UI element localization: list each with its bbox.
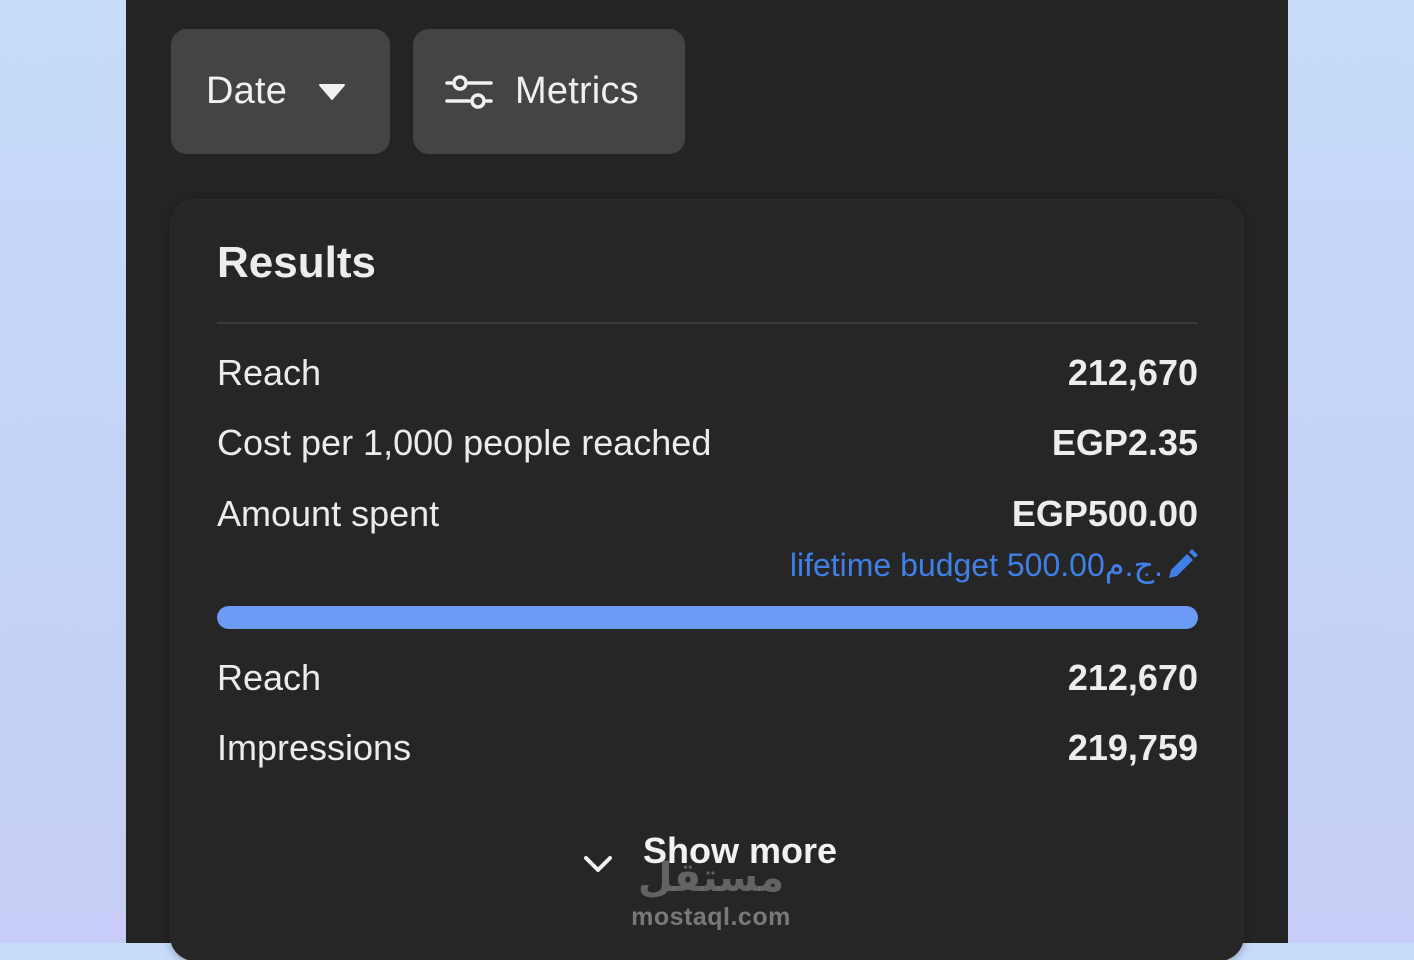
- results-title: Results: [217, 238, 376, 287]
- budget-progress-bar: [217, 606, 1198, 629]
- metric-value: EGP2.35: [1051, 422, 1198, 463]
- metric-label: Amount spent: [217, 493, 440, 534]
- metric-value: 212,670: [1067, 657, 1198, 698]
- watermark-text: mostaql.com: [631, 903, 791, 931]
- show-more-button[interactable]: Show more: [583, 830, 837, 872]
- metric-row-impressions: Impressions 219,759: [217, 727, 1198, 769]
- metric-value: EGP500.00: [1011, 493, 1198, 534]
- results-card: Results Reach 212,670 Cost per 1,000 peo…: [171, 200, 1243, 960]
- metric-row-cost-per-1000: Cost per 1,000 people reached EGP2.35: [217, 422, 1198, 464]
- metric-value: 219,759: [1067, 727, 1198, 768]
- pencil-icon: [1165, 548, 1199, 582]
- metric-label: Reach: [217, 657, 322, 698]
- metric-label: Cost per 1,000 people reached: [217, 422, 712, 463]
- metric-label: Impressions: [217, 727, 412, 768]
- metrics-label: Metrics: [515, 70, 639, 112]
- date-filter-button[interactable]: Date: [171, 29, 390, 154]
- metric-label: Reach: [217, 352, 322, 393]
- date-filter-label: Date: [206, 70, 288, 112]
- metric-value: 212,670: [1067, 352, 1198, 393]
- ads-results-panel: Date Metrics Results Reach 212,670 Cost …: [126, 0, 1288, 960]
- show-more-label: Show more: [643, 830, 838, 871]
- budget-progress-fill: [217, 606, 1198, 629]
- divider: [217, 322, 1198, 324]
- lifetime-budget-link[interactable]: lifetime budget 500.00ج.م.: [790, 546, 1199, 584]
- metric-row-amount-spent: Amount spent EGP500.00: [217, 493, 1198, 535]
- chevron-down-icon: [583, 841, 613, 872]
- metric-row-reach: Reach 212,670: [217, 352, 1198, 394]
- metric-row-reach-2: Reach 212,670: [217, 657, 1198, 699]
- metrics-button[interactable]: Metrics: [413, 29, 685, 154]
- caret-down-icon: [319, 83, 346, 100]
- lifetime-budget-text: lifetime budget 500.00ج.م.: [789, 547, 1163, 583]
- sliders-icon: [445, 73, 493, 111]
